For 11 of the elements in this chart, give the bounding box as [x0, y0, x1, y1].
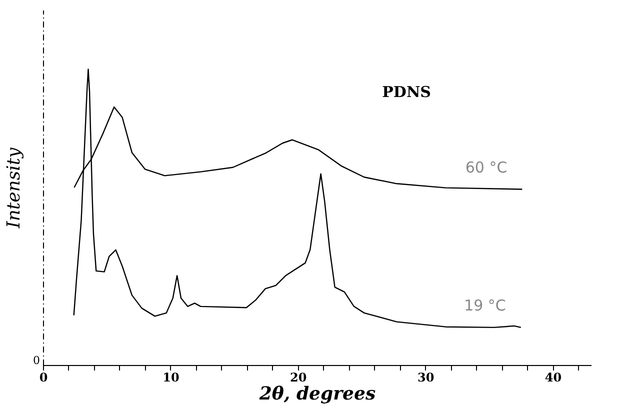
x-tick-label: 10	[162, 370, 180, 384]
text: 0	[33, 354, 40, 367]
series-label: 19 °C	[464, 296, 506, 314]
x-tick-label: 30	[417, 370, 434, 384]
x-tick-label: 40	[544, 370, 562, 384]
text: PDNS	[382, 83, 431, 101]
x-tick-label: 20	[290, 370, 307, 384]
series-label: 60 °C	[465, 158, 508, 176]
x-tick-label: 0	[39, 370, 48, 384]
x-axis-title: 2θ, degrees	[258, 384, 376, 404]
y-axis-title: Intensity	[4, 146, 24, 230]
